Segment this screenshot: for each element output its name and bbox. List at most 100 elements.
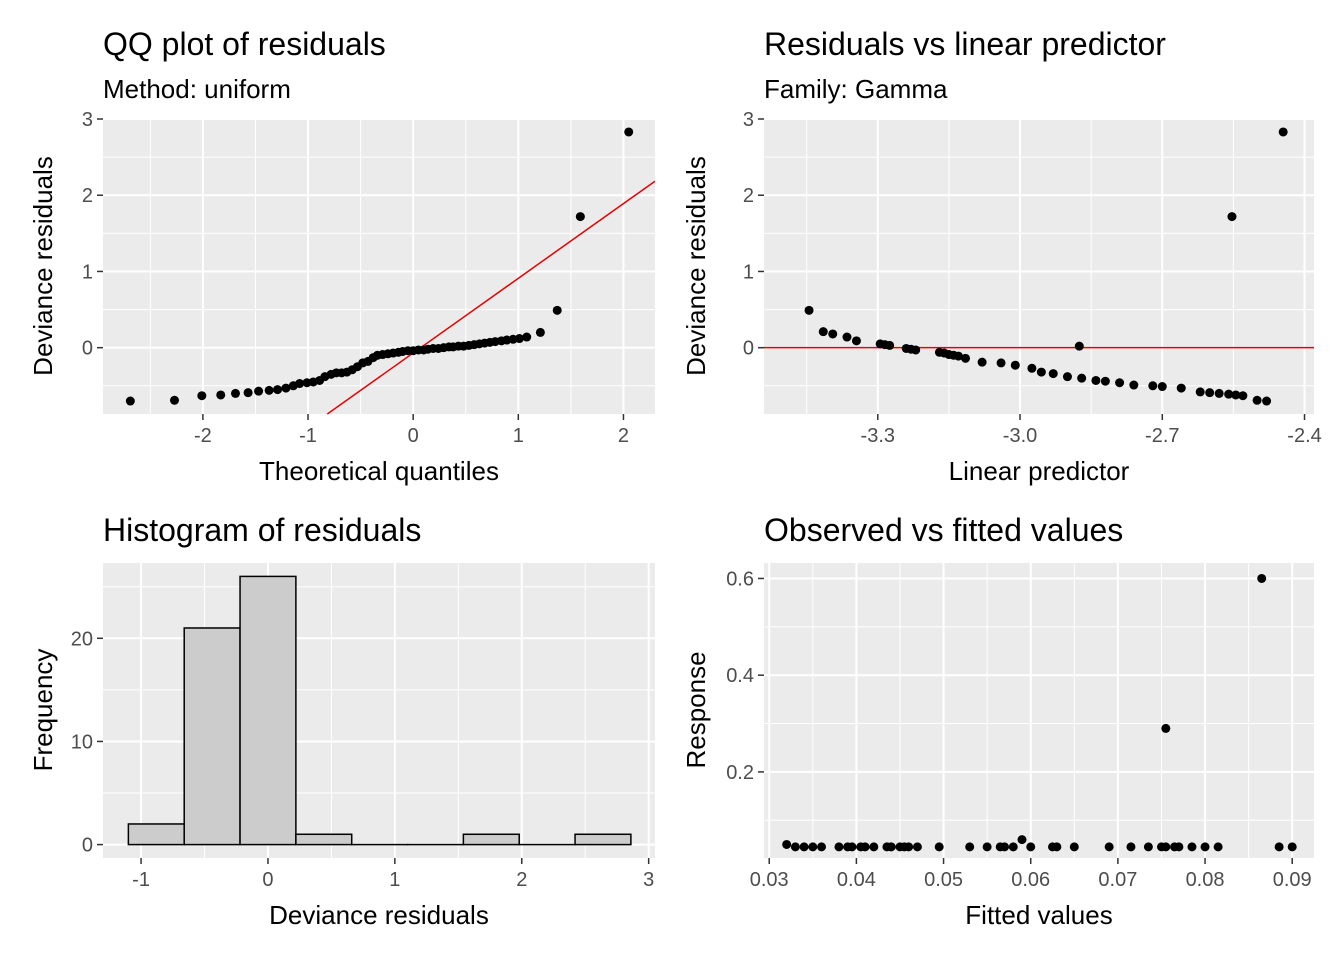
observed-vs-fitted-panel: Observed vs fitted values 0.03 0.04 0.05 0.…	[681, 512, 1314, 930]
data-point	[216, 390, 226, 400]
data-point	[934, 842, 944, 852]
residuals-vs-lp-title: Residuals vs linear predictor	[764, 26, 1166, 62]
histogram-bars	[127, 575, 632, 846]
data-point	[1148, 381, 1158, 391]
data-point	[1176, 383, 1186, 393]
qq-plot-panel: QQ plot of residuals Method: uniform -2-…	[28, 26, 656, 486]
histogram-bar	[127, 823, 185, 846]
x-tick-label: 2	[618, 425, 629, 447]
x-tick-label: 0	[408, 425, 419, 447]
histogram-bar	[295, 833, 353, 846]
data-point	[1262, 396, 1272, 406]
x-tick-label: -1	[132, 869, 150, 891]
y-tick-label: 1	[82, 261, 93, 283]
residuals-vs-lp-subtitle: Family: Gamma	[764, 74, 948, 104]
histogram-y-axis-title: Frequency	[28, 649, 58, 772]
data-point	[869, 842, 879, 852]
data-point	[1200, 842, 1210, 852]
data-point	[1224, 389, 1234, 399]
data-point	[1077, 373, 1087, 383]
x-tick-label: 2	[516, 869, 527, 891]
y-tick-label: 3	[82, 109, 93, 131]
histogram-y-ticks: 0 10 20	[71, 628, 103, 857]
data-point	[953, 351, 963, 361]
y-tick-label: 0.6	[726, 568, 754, 590]
histogram-title: Histogram of residuals	[103, 512, 421, 548]
qq-plot-y-ticks: 0 1 2 3	[82, 109, 103, 360]
residuals-vs-lp-gridlines	[764, 118, 1314, 414]
data-point	[1227, 212, 1237, 222]
histogram-bar	[183, 627, 241, 846]
x-tick-label: -2.7	[1145, 425, 1179, 447]
data-point	[1126, 842, 1136, 852]
residuals-vs-lp-x-ticks: -3.3 -3.0 -2.7 -2.4	[861, 414, 1322, 447]
qq-plot-subtitle: Method: uniform	[103, 74, 291, 104]
y-tick-label: 2	[82, 185, 93, 207]
data-point	[1036, 367, 1046, 377]
observed-vs-fitted-panel-background	[764, 563, 1314, 858]
y-tick-label: 0	[82, 835, 93, 857]
data-point	[1062, 372, 1072, 382]
data-point	[535, 327, 545, 337]
data-point	[1008, 842, 1018, 852]
data-point	[904, 842, 914, 852]
qq-plot-points	[125, 127, 634, 406]
observed-vs-fitted-x-ticks: 0.03 0.04 0.05 0.06 0.07 0.08 0.09	[750, 858, 1312, 891]
observed-vs-fitted-x-axis-title: Fitted values	[965, 900, 1112, 930]
data-point	[1069, 842, 1079, 852]
data-point	[522, 332, 532, 342]
data-point	[851, 336, 861, 346]
qq-plot-x-axis-title: Theoretical quantiles	[259, 456, 499, 486]
data-point	[847, 842, 857, 852]
data-point	[977, 357, 987, 367]
x-tick-label: 3	[643, 869, 654, 891]
data-point	[961, 353, 971, 363]
observed-vs-fitted-gridlines	[764, 563, 1314, 858]
x-tick-label: 0.08	[1186, 869, 1225, 891]
x-tick-label: -2	[194, 425, 212, 447]
data-point	[1129, 380, 1139, 390]
data-point	[818, 327, 828, 337]
y-tick-label: 10	[71, 731, 93, 753]
data-point	[1161, 723, 1171, 733]
histogram-panel: Histogram of residuals -1 0 1 2 3 0 10 20 Devi…	[28, 512, 655, 930]
x-tick-label: 0.07	[1098, 869, 1137, 891]
data-point	[804, 305, 814, 315]
x-tick-label: -1	[299, 425, 317, 447]
data-point	[243, 388, 253, 398]
x-tick-label: 1	[513, 425, 524, 447]
data-point	[254, 386, 264, 396]
data-point	[295, 379, 305, 389]
data-point	[1104, 842, 1114, 852]
data-point	[1115, 378, 1125, 388]
histogram-x-axis-title: Deviance residuals	[269, 900, 489, 930]
data-point	[982, 842, 992, 852]
data-point	[1213, 842, 1223, 852]
qq-plot-gridlines	[103, 118, 655, 414]
data-point	[197, 391, 207, 401]
data-point	[1257, 573, 1267, 583]
data-point	[1274, 842, 1284, 852]
data-point	[264, 385, 274, 395]
data-point	[1048, 369, 1058, 379]
y-tick-label: 20	[71, 628, 93, 650]
observed-vs-fitted-title: Observed vs fitted values	[764, 512, 1123, 548]
data-point	[996, 358, 1006, 368]
data-point	[1278, 127, 1288, 137]
observed-vs-fitted-y-axis-title: Response	[681, 651, 711, 768]
data-point	[1205, 388, 1215, 398]
qq-plot-y-axis-title: Deviance residuals	[28, 156, 58, 376]
data-point	[1000, 842, 1010, 852]
data-point	[1100, 376, 1110, 386]
qq-plot-panel-background	[103, 119, 655, 414]
observed-vs-fitted-points	[782, 573, 1297, 852]
data-point	[1091, 375, 1101, 385]
data-point	[624, 127, 634, 137]
x-tick-label: -2.4	[1287, 425, 1321, 447]
x-tick-label: -3.3	[861, 425, 895, 447]
histogram-x-ticks: -1 0 1 2 3	[132, 858, 654, 891]
data-point	[1052, 842, 1062, 852]
data-point	[834, 842, 844, 852]
data-point	[808, 842, 818, 852]
